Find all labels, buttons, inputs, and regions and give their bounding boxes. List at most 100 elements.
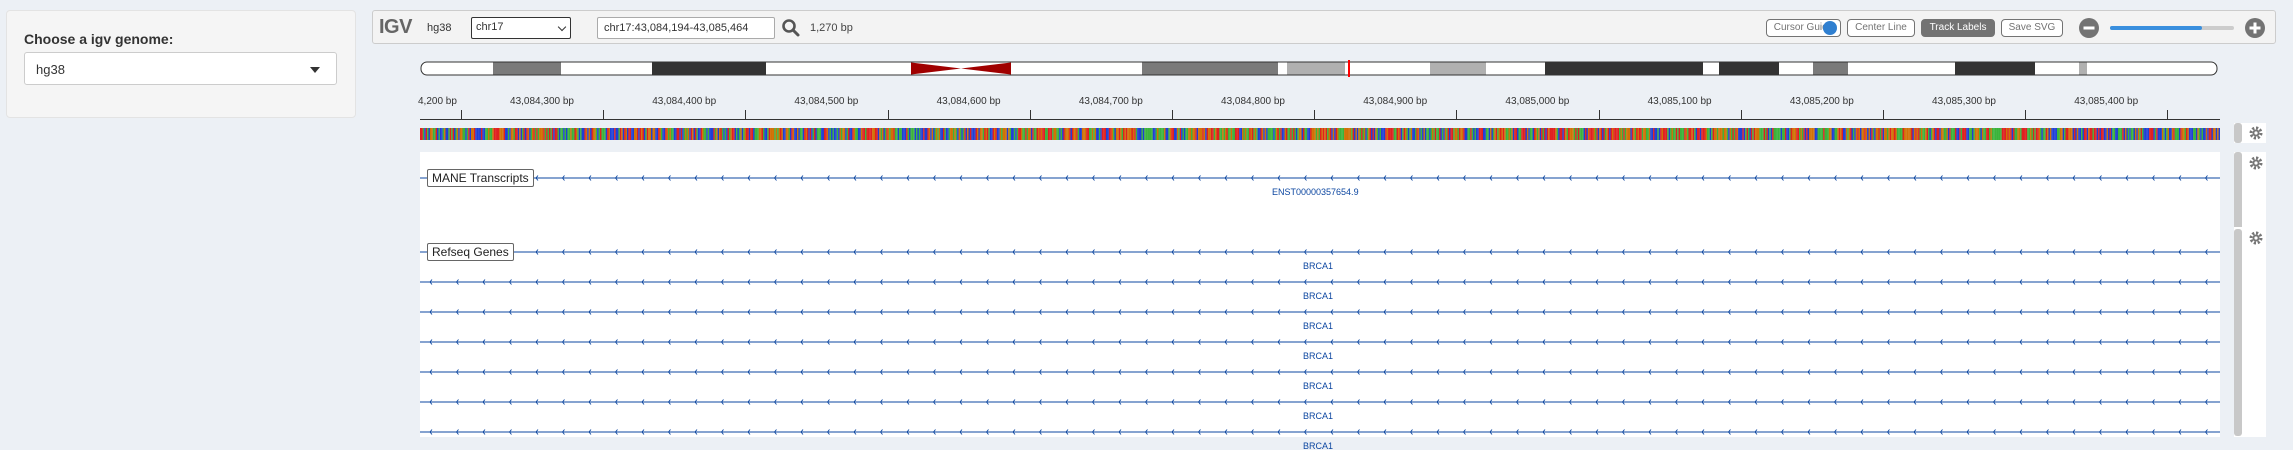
strand-arrow [1489, 309, 1493, 315]
strand-arrow [1118, 249, 1122, 255]
strand-arrow [932, 279, 936, 285]
base-mark [568, 128, 571, 140]
strand-arrow [1807, 175, 1811, 181]
strand-arrow [1992, 249, 1996, 255]
strand-arrow [1780, 279, 1784, 285]
strand-arrow [1197, 249, 1201, 255]
strand-arrow [1012, 249, 1016, 255]
base-mark [1441, 128, 1444, 140]
mane-transcript-feature[interactable] [420, 152, 2220, 232]
strand-arrow [482, 309, 486, 315]
strand-arrow [1065, 429, 1069, 435]
base-mark [1726, 128, 1729, 140]
strand-arrow [1780, 175, 1784, 181]
base-mark [944, 128, 946, 140]
base-mark [1063, 128, 1065, 140]
genome-select[interactable]: hg38 [24, 52, 337, 85]
cursor-guide-button[interactable]: Cursor Guide [1766, 19, 1841, 37]
strand-arrow [1330, 369, 1334, 375]
base-mark [2040, 128, 2042, 140]
base-mark [434, 128, 436, 140]
igv-logo: IGV [379, 16, 412, 38]
base-mark [2120, 128, 2123, 140]
base-mark [1757, 128, 1760, 140]
strand-arrow [2019, 279, 2023, 285]
base-mark [608, 128, 610, 140]
base-mark [958, 128, 961, 140]
base-mark [1366, 128, 1369, 140]
strand-arrow [1436, 309, 1440, 315]
strand-arrow [667, 279, 671, 285]
base-mark [1563, 128, 1566, 140]
base-mark [2123, 128, 2126, 140]
search-icon[interactable] [781, 18, 801, 38]
mane-scrollbar[interactable] [2234, 152, 2242, 232]
strand-arrow [694, 175, 698, 181]
zoom-slider[interactable] [2110, 26, 2234, 30]
base-mark [945, 128, 948, 140]
strand-arrow [2072, 339, 2076, 345]
base-mark [877, 128, 880, 140]
refseq-feature-name: BRCA1 [1303, 321, 1334, 331]
base-mark [1407, 128, 1410, 140]
refseq-scrollbar[interactable] [2234, 229, 2242, 436]
base-mark [1525, 128, 1527, 140]
base-mark [1175, 128, 1177, 140]
gear-icon[interactable] [2248, 230, 2264, 246]
base-mark [1752, 128, 1754, 140]
plus-circle-icon[interactable] [2245, 18, 2265, 38]
base-mark [2163, 128, 2165, 140]
base-mark [1213, 128, 1216, 140]
base-mark [1852, 128, 1855, 140]
base-mark [1084, 128, 1087, 140]
base-mark [1086, 128, 1088, 140]
base-mark [2164, 128, 2167, 140]
center-line-button[interactable]: Center Line [1847, 19, 1915, 37]
base-mark [1120, 128, 1122, 140]
base-mark [1295, 128, 1298, 140]
base-mark [1035, 128, 1037, 140]
base-mark [1067, 128, 1070, 140]
base-mark [1549, 128, 1552, 140]
strand-arrow [1489, 399, 1493, 405]
sequence-scrollbar[interactable] [2234, 123, 2242, 143]
strand-arrow [667, 339, 671, 345]
track-labels-button[interactable]: Track Labels [1921, 19, 1995, 37]
base-mark [771, 128, 773, 140]
locus-search-input[interactable]: chr17:43,084,194-43,085,464 [597, 17, 775, 39]
strand-arrow [641, 339, 645, 345]
strand-arrow [1860, 339, 1864, 345]
base-mark [1395, 128, 1397, 140]
base-mark [1668, 128, 1671, 140]
save-svg-button[interactable]: Save SVG [2001, 19, 2063, 37]
strand-arrow [1171, 279, 1175, 285]
base-mark [860, 128, 863, 140]
base-mark [1538, 128, 1540, 140]
base-mark [2154, 128, 2157, 140]
base-mark [493, 128, 496, 140]
refseq-features[interactable] [420, 227, 2220, 437]
base-mark [1850, 128, 1852, 140]
strand-arrow [720, 369, 724, 375]
base-mark [1512, 128, 1515, 140]
strand-arrow [1038, 429, 1042, 435]
base-mark [2129, 128, 2131, 140]
base-mark [1842, 128, 1845, 140]
base-mark [427, 128, 429, 140]
base-mark [1052, 128, 1054, 140]
base-mark [2059, 128, 2062, 140]
gear-icon[interactable] [2248, 155, 2264, 171]
base-mark [736, 128, 738, 140]
gear-icon[interactable] [2248, 125, 2264, 141]
base-mark [845, 128, 847, 140]
strand-arrow [508, 309, 512, 315]
minus-circle-icon[interactable] [2079, 18, 2099, 38]
chromosome-ideogram[interactable] [420, 54, 2220, 82]
zoom-slider-thumb[interactable] [1822, 21, 1837, 35]
base-mark [1998, 128, 2001, 140]
strand-arrow [800, 175, 804, 181]
base-mark [1090, 128, 1092, 140]
base-mark [1283, 128, 1285, 140]
base-mark [1437, 128, 1440, 140]
chromosome-select[interactable]: chr17 [471, 17, 571, 39]
